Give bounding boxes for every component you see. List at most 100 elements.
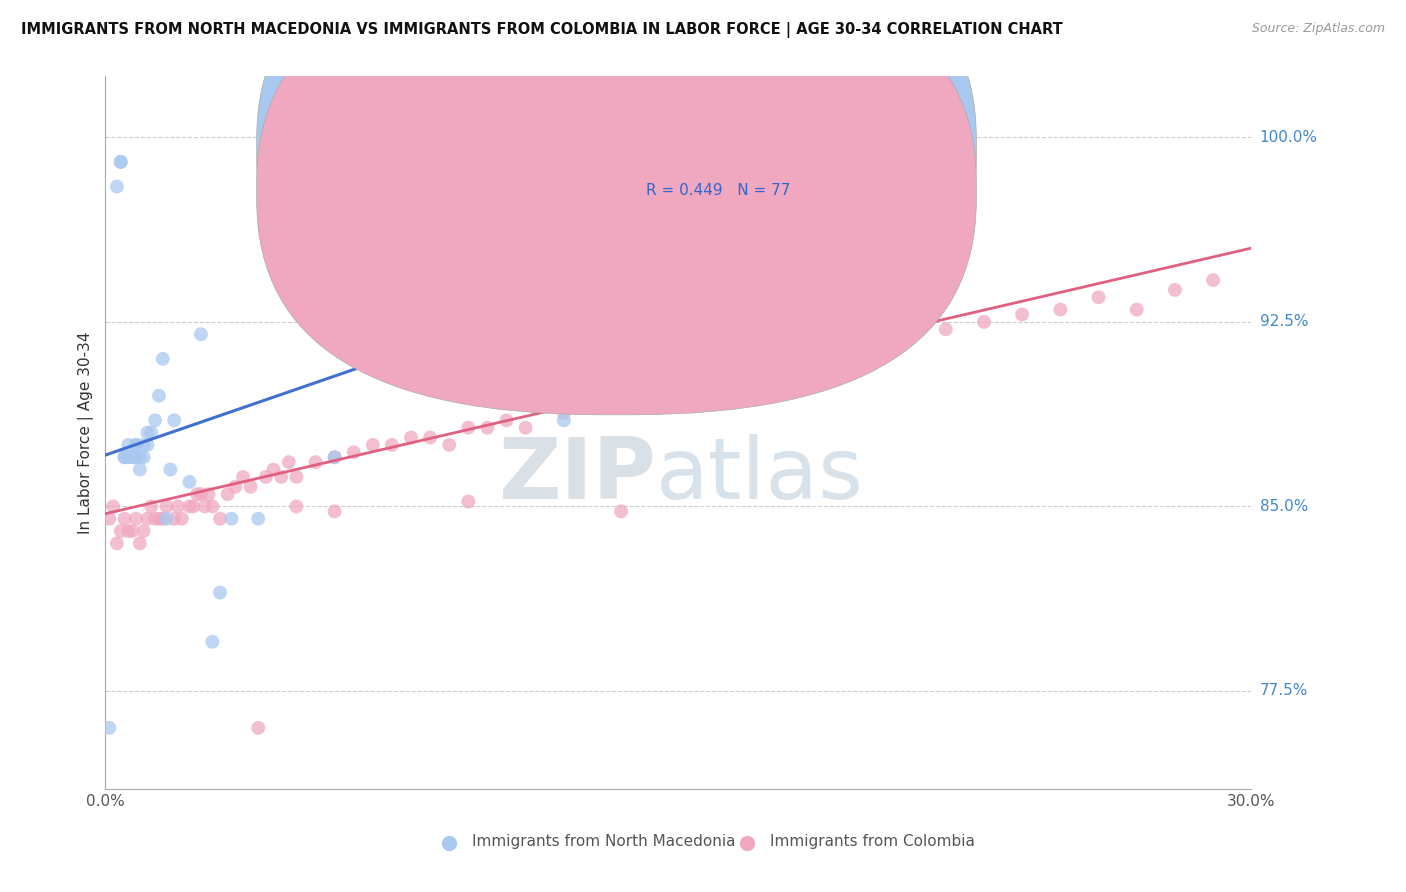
Point: [143, 512, 166, 526]
Point: [208, 585, 231, 599]
Point: [457, 420, 479, 434]
Point: [163, 413, 186, 427]
Point: [897, 327, 920, 342]
Point: [141, 425, 163, 440]
Point: [141, 500, 163, 514]
Point: [1125, 302, 1147, 317]
Point: [477, 420, 499, 434]
Point: [101, 500, 124, 514]
Text: 100.0%: 100.0%: [1260, 130, 1317, 145]
Point: [125, 450, 148, 465]
Point: [782, 357, 804, 371]
Point: [128, 450, 150, 465]
Point: [117, 450, 139, 465]
Point: [201, 634, 224, 648]
Point: [152, 512, 174, 526]
Point: [121, 450, 143, 465]
Point: [323, 450, 346, 465]
Point: [148, 389, 170, 403]
Point: [381, 438, 404, 452]
Point: [105, 536, 128, 550]
Point: [232, 470, 254, 484]
Point: [343, 445, 366, 459]
Point: [1011, 308, 1033, 322]
Point: [208, 512, 231, 526]
Point: [628, 381, 651, 395]
Point: [361, 438, 384, 452]
Point: [128, 462, 150, 476]
Point: [247, 512, 270, 526]
Point: [553, 413, 575, 427]
Point: [217, 487, 239, 501]
Point: [239, 480, 262, 494]
Point: [285, 500, 308, 514]
Point: [323, 450, 346, 465]
Point: [553, 217, 575, 231]
Point: [110, 524, 132, 538]
Point: [820, 347, 842, 361]
Point: [136, 425, 159, 440]
Point: [399, 431, 422, 445]
Point: [706, 371, 728, 385]
Point: [1049, 302, 1071, 317]
Point: [155, 512, 177, 526]
Point: [110, 155, 132, 169]
Point: [858, 339, 880, 353]
Point: [477, 217, 499, 231]
Text: 92.5%: 92.5%: [1260, 314, 1308, 329]
Point: [190, 327, 212, 342]
Point: [221, 512, 243, 526]
Point: [190, 487, 212, 501]
Point: [439, 315, 461, 329]
Point: [98, 512, 121, 526]
Text: ZIP: ZIP: [498, 434, 655, 517]
Point: [136, 438, 159, 452]
Point: [132, 450, 155, 465]
Point: [201, 500, 224, 514]
Point: [179, 500, 201, 514]
Point: [224, 480, 246, 494]
Point: [125, 438, 148, 452]
Point: [121, 450, 143, 465]
Point: [610, 504, 633, 518]
Point: [744, 364, 766, 378]
Point: [167, 500, 190, 514]
Point: [323, 504, 346, 518]
Point: [163, 512, 186, 526]
Text: 85.0%: 85.0%: [1260, 499, 1308, 514]
Point: [128, 536, 150, 550]
Point: [263, 462, 285, 476]
Text: 77.5%: 77.5%: [1260, 683, 1308, 698]
Point: [762, 155, 785, 169]
Point: [439, 438, 461, 452]
Text: atlas: atlas: [655, 434, 863, 517]
FancyBboxPatch shape: [257, 0, 976, 372]
Point: [1202, 273, 1225, 287]
Point: [181, 500, 204, 514]
Point: [285, 470, 308, 484]
Point: [98, 721, 121, 735]
Text: Source: ZipAtlas.com: Source: ZipAtlas.com: [1251, 22, 1385, 36]
Point: [323, 228, 346, 243]
Point: [686, 155, 709, 169]
FancyBboxPatch shape: [257, 0, 976, 415]
Point: [125, 512, 148, 526]
Point: [194, 500, 217, 514]
Text: IMMIGRANTS FROM NORTH MACEDONIA VS IMMIGRANTS FROM COLOMBIA IN LABOR FORCE | AGE: IMMIGRANTS FROM NORTH MACEDONIA VS IMMIG…: [21, 22, 1063, 38]
Point: [277, 455, 299, 469]
Y-axis label: In Labor Force | Age 30-34: In Labor Force | Age 30-34: [79, 331, 94, 534]
Point: [117, 524, 139, 538]
Point: [457, 494, 479, 508]
Point: [186, 487, 208, 501]
Point: [1087, 290, 1109, 304]
Point: [114, 450, 136, 465]
FancyBboxPatch shape: [581, 115, 901, 222]
Point: [197, 487, 219, 501]
Point: [114, 512, 136, 526]
Point: [666, 381, 689, 395]
Point: [419, 431, 441, 445]
Point: [247, 721, 270, 735]
Point: [121, 524, 143, 538]
Point: [285, 241, 308, 255]
Text: R = 0.549   N = 37: R = 0.549 N = 37: [647, 140, 790, 155]
